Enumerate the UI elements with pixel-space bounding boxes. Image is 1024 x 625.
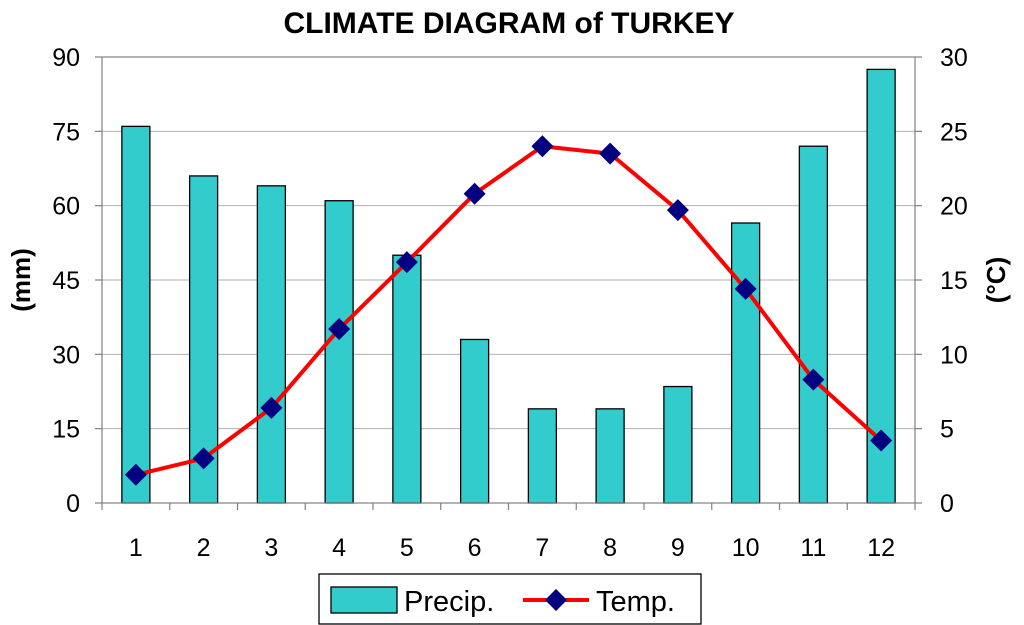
precip-bar (730, 222, 761, 504)
temp-marker (463, 182, 486, 205)
x-tick-label: 1 (129, 534, 143, 562)
x-tick-label: 10 (732, 534, 760, 562)
precip-bar (121, 125, 151, 504)
temp-marker (124, 463, 147, 486)
grid (102, 56, 915, 504)
right-tick-label: 10 (940, 341, 968, 369)
x-tick-label: 9 (671, 534, 685, 562)
legend-precip-label: Precip. (404, 586, 494, 618)
temp-markers (124, 135, 893, 486)
x-tick-label: 12 (867, 534, 895, 562)
right-tick-label: 0 (940, 490, 954, 518)
right-tick-label: 5 (940, 416, 954, 444)
left-tick-label: 90 (52, 44, 80, 72)
x-tick-label: 6 (468, 534, 482, 562)
temp-marker (666, 199, 689, 222)
temp-marker (192, 447, 215, 470)
x-tick-label: 4 (332, 534, 346, 562)
left-tick-label: 45 (52, 267, 80, 295)
right-axis-label: (°C) (981, 257, 1011, 304)
precip-bar (459, 338, 490, 504)
left-tick-label: 30 (52, 341, 80, 369)
chart-title: CLIMATE DIAGRAM of TURKEY (283, 7, 734, 40)
precip-bar (663, 385, 693, 504)
precip-bar (798, 145, 829, 504)
left-axis-ticks: 0 15 30 45 60 75 90 (52, 44, 102, 518)
temp-marker (734, 277, 757, 300)
precip-bar (527, 408, 558, 504)
precip-bar (392, 254, 422, 504)
temp-marker (531, 135, 554, 158)
left-tick-label: 60 (52, 193, 80, 221)
precip-bar (256, 185, 287, 504)
x-tick-label: 8 (603, 534, 617, 562)
temp-marker (870, 429, 893, 452)
precip-bar (324, 200, 354, 504)
left-axis-label: (mm) (6, 248, 36, 312)
right-tick-label: 25 (940, 118, 968, 146)
right-tick-label: 30 (940, 44, 968, 72)
right-tick-label: 15 (940, 267, 968, 295)
x-axis-ticks: 1 2 3 4 5 6 7 8 9 10 11 12 (101, 503, 916, 562)
temp-marker (260, 396, 283, 419)
x-tick-label: 2 (197, 534, 211, 562)
legend-temp-label: Temp. (596, 586, 675, 618)
legend: Precip. Temp. (318, 573, 702, 625)
x-tick-label: 3 (264, 534, 278, 562)
temp-line (135, 144, 883, 477)
legend-precip-swatch (330, 586, 398, 614)
left-tick-label: 0 (66, 490, 80, 518)
temp-marker (599, 142, 622, 165)
temp-marker (802, 368, 825, 391)
temp-marker (328, 318, 351, 341)
left-tick-label: 15 (52, 416, 80, 444)
legend-temp-marker (545, 589, 567, 611)
x-tick-label: 7 (535, 534, 549, 562)
right-tick-label: 20 (940, 193, 968, 221)
left-tick-label: 75 (52, 118, 80, 146)
x-tick-label: 5 (400, 534, 414, 562)
precip-bar (595, 408, 625, 504)
precip-bars (121, 68, 896, 504)
temp-marker (395, 251, 418, 274)
x-tick-label: 11 (800, 534, 826, 562)
right-axis-ticks: 0 5 10 15 20 25 30 (915, 44, 968, 518)
